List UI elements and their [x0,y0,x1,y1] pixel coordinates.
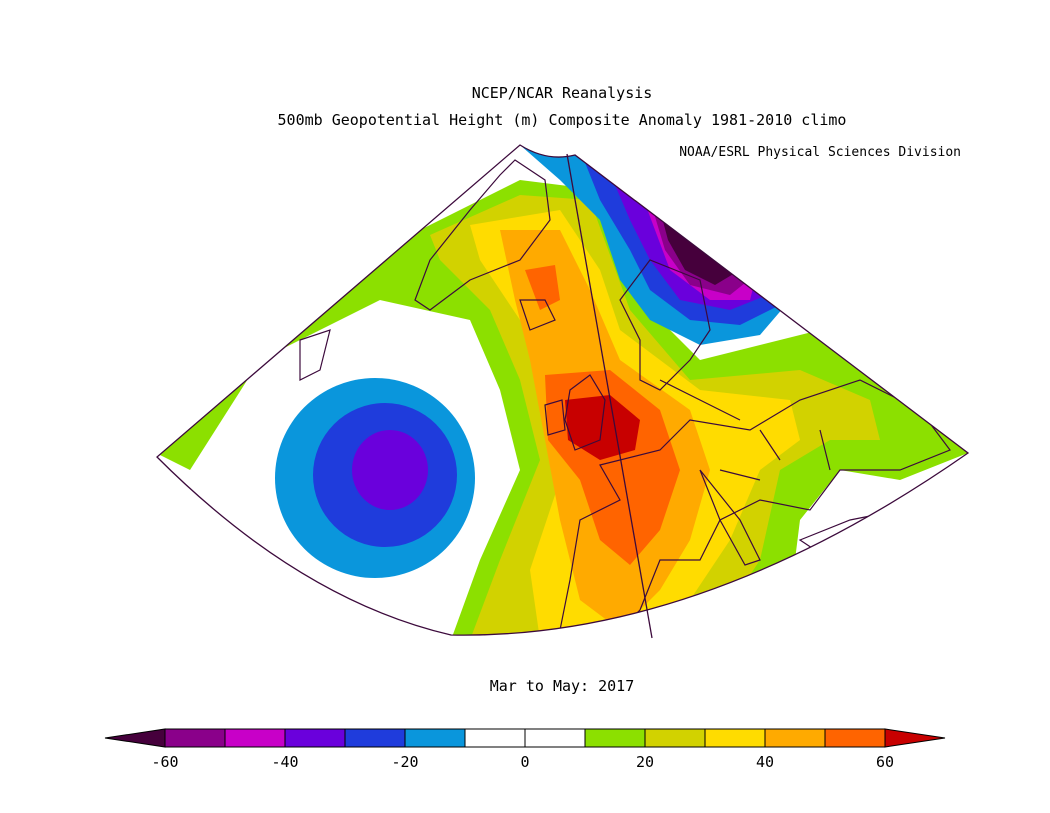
colorbar-box [224,728,286,748]
title-line-2: 500mb Geopotential Height (m) Composite … [277,111,847,129]
colorbar-tick-label: 40 [756,753,774,771]
colorbar-box [404,728,466,748]
colorbar-box [584,728,646,748]
contour-band-above-60 [565,395,640,460]
colorbar-tick-label: -60 [151,753,178,771]
colorbar-box [824,728,886,748]
colorbar-box [344,728,406,748]
colorbar-box [284,728,346,748]
colorbar-box [524,728,586,748]
colorbar-tick-label: -40 [271,753,298,771]
credit-text: NOAA/ESRL Physical Sciences Division [679,145,961,160]
colorbar-box [644,728,706,748]
meridian-line [566,153,653,639]
coastlines [299,159,951,636]
colorbar-tick-label: -20 [391,753,418,771]
title-line-1: NCEP/NCAR Reanalysis [471,84,653,102]
colorbar-box [704,728,766,748]
colorbar-tick-label: 0 [520,753,529,771]
colorbar-boxes [104,728,946,748]
colorbar-above-arrow [884,728,946,748]
sector-outline [156,144,970,636]
colorbar-tick-label: 20 [636,753,654,771]
colorbar-labels: -60 -40 -20 0 20 40 60 [151,753,894,771]
colorbar-box [464,728,526,748]
colorbar-box [164,728,226,748]
contour-band-minus30-minus40 [352,430,428,510]
colorbar-tick-label: 60 [876,753,894,771]
colorbar-below-arrow [104,728,166,748]
period-label: Mar to May: 2017 [489,677,635,695]
colorbar-box [764,728,826,748]
